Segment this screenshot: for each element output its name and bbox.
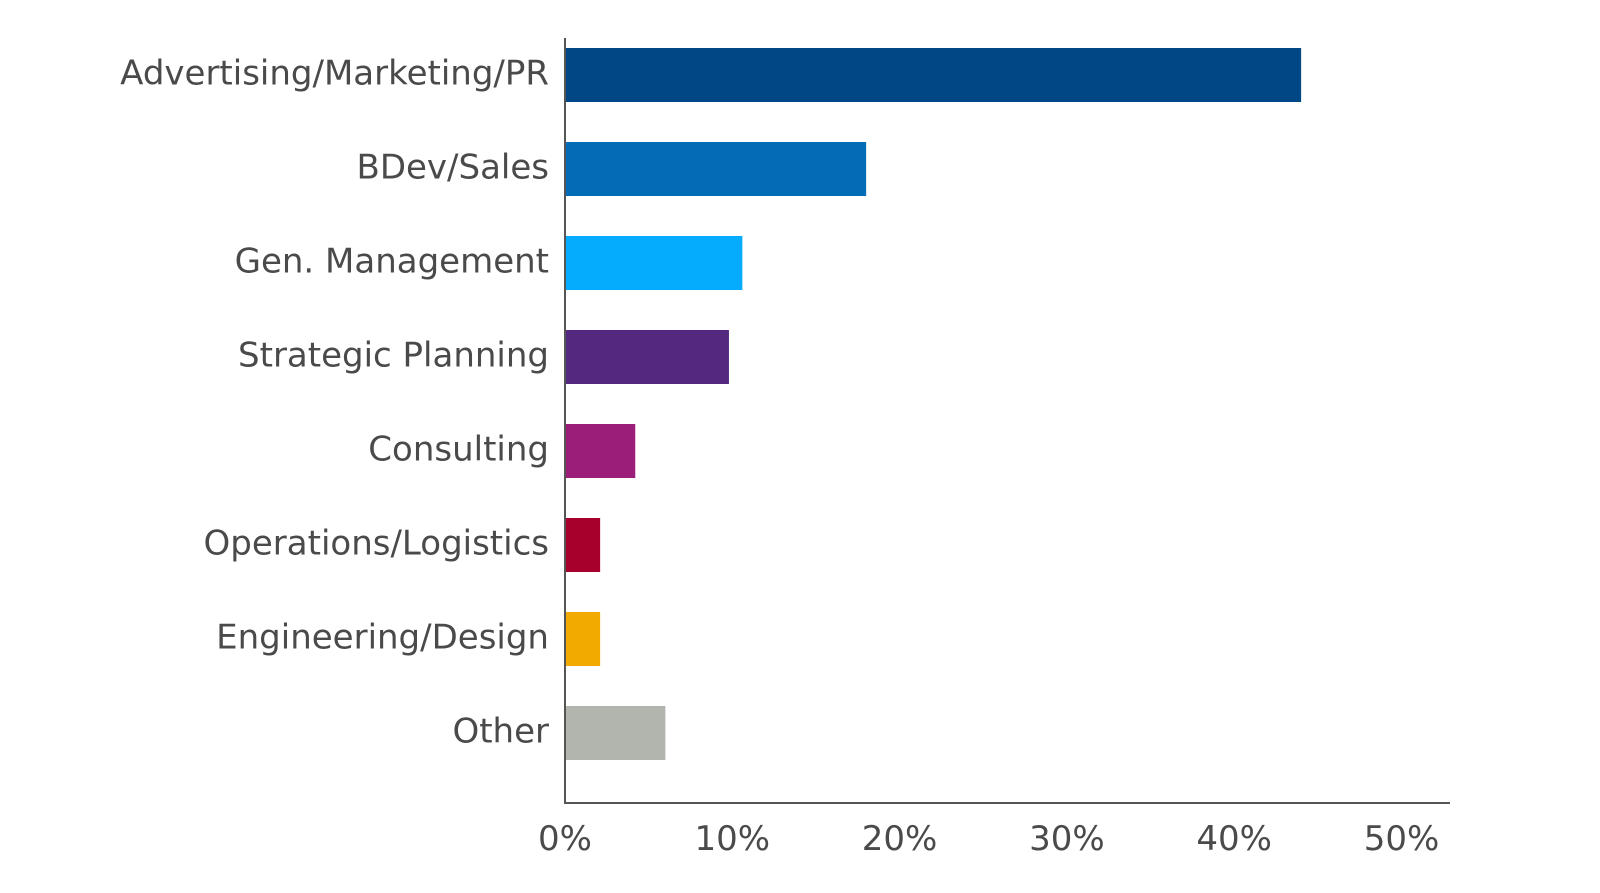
category-label-other: Other [452, 712, 549, 752]
x-tick-label-30: 30% [1029, 819, 1105, 859]
category-label-strategic-planning: Strategic Planning [238, 336, 549, 376]
category-label-consulting: Consulting [368, 430, 549, 470]
x-tick-label-20: 20% [862, 819, 938, 859]
category-label-advertising-marketing-pr: Advertising/Marketing/PR [120, 54, 549, 94]
x-tick-label-10: 10% [695, 819, 771, 859]
category-label-bdev-sales: BDev/Sales [357, 148, 550, 188]
bar-other [565, 706, 666, 760]
category-label-operations-logistics: Operations/Logistics [204, 524, 549, 564]
bar-advertising-marketing-pr [565, 48, 1302, 102]
category-label-engineering-design: Engineering/Design [216, 618, 549, 658]
bar-strategic-planning [565, 330, 729, 384]
bar-engineering-design [565, 612, 601, 666]
category-labels: Advertising/Marketing/PR BDev/Sales Gen. M… [120, 54, 549, 752]
bar-gen-management [565, 236, 743, 290]
x-tick-label-0: 0% [538, 819, 592, 859]
x-tick-label-50: 50% [1364, 819, 1440, 859]
x-tick-labels: 0% 10% 20% 30% 40% 50% [538, 819, 1439, 859]
bar-operations-logistics [565, 518, 601, 572]
bars-group [565, 48, 1302, 760]
bar-consulting [565, 424, 636, 478]
bar-bdev-sales [565, 142, 867, 196]
x-tick-label-40: 40% [1196, 819, 1272, 859]
category-label-gen-management: Gen. Management [235, 242, 549, 282]
